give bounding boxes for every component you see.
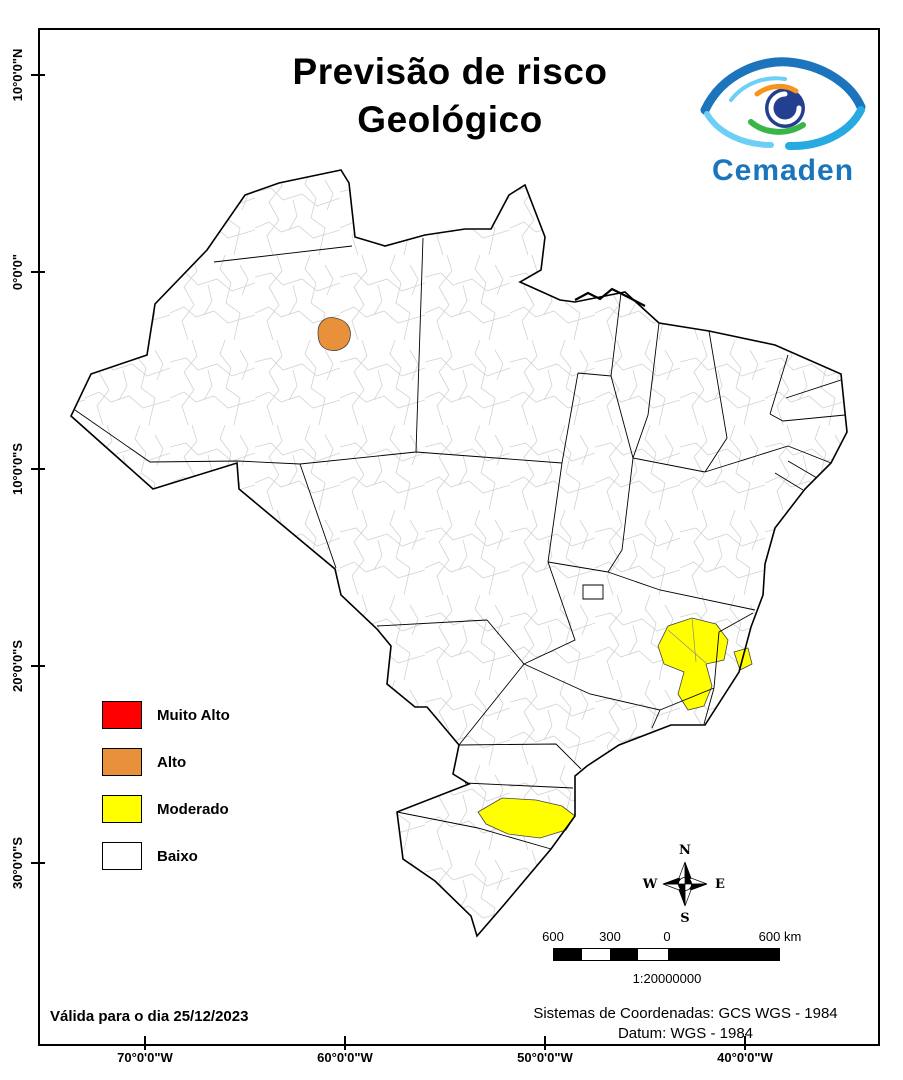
- lon-tick: [144, 1036, 146, 1050]
- coordinate-system-line1: Sistemas de Coordenadas: GCS WGS - 1984: [533, 1005, 838, 1022]
- scale-segment: [610, 949, 638, 960]
- risk-highlight-north: [317, 317, 351, 351]
- legend-item-muito-alto: Muito Alto: [102, 700, 230, 730]
- latitude-label: 20°0'0"S: [10, 639, 25, 693]
- latitude-label: 0°0'0": [10, 253, 25, 291]
- longitude-label: 50°0'0"W: [517, 1050, 573, 1065]
- lon-tick: [344, 1036, 346, 1050]
- scale-segment: [582, 949, 610, 960]
- cemaden-logo: Cemaden: [692, 52, 874, 188]
- scale-label-600-km: 600 km: [758, 929, 802, 944]
- cemaden-logo-text: Cemaden: [711, 154, 855, 187]
- compass-letter-e: E: [715, 877, 725, 892]
- page-title-line2: Geológico: [357, 99, 543, 141]
- coordinate-system-text: Sistemas de Coordenadas: GCS WGS - 1984 …: [498, 1004, 873, 1045]
- lat-tick: [31, 74, 45, 76]
- scale-bar: [553, 948, 780, 961]
- cemaden-eye-icon: [700, 57, 866, 151]
- legend-label: Alto: [157, 753, 187, 771]
- coordinate-system-line2: Datum: WGS - 1984: [617, 1025, 754, 1043]
- page-title: Previsão de risco Geológico: [150, 48, 750, 144]
- legend-label: Muito Alto: [157, 706, 230, 724]
- legend-item-moderado: Moderado: [102, 794, 230, 824]
- latitude-label: 10°0'0"N: [10, 48, 25, 102]
- legend-swatch-baixo: [102, 842, 142, 870]
- risk-legend: Muito Alto Alto Moderado Baixo: [102, 700, 230, 888]
- scale-ratio: 1:20000000: [632, 971, 702, 986]
- lon-tick: [544, 1036, 546, 1050]
- legend-swatch-alto: [102, 748, 142, 776]
- scale-segment: [668, 949, 779, 960]
- legend-item-baixo: Baixo: [102, 841, 230, 871]
- lon-tick: [744, 1036, 746, 1050]
- legend-item-alto: Alto: [102, 747, 230, 777]
- lat-tick: [31, 468, 45, 470]
- north-coast-detail: [574, 287, 646, 307]
- legend-label: Baixo: [157, 847, 198, 865]
- page-title-line1: Previsão de risco: [292, 51, 608, 92]
- longitude-label: 60°0'0"W: [317, 1050, 373, 1065]
- scale-label-0: 0: [663, 929, 671, 944]
- scale-segment: [554, 949, 582, 960]
- compass-letter-s: S: [680, 911, 689, 926]
- lat-tick: [31, 665, 45, 667]
- latitude-label: 10°0'0"S: [10, 442, 25, 496]
- validity-text: Válida para o dia 25/12/2023: [50, 1008, 249, 1025]
- state-borders: [74, 237, 846, 850]
- scale-label-300: 300: [599, 929, 621, 944]
- latitude-label: 30°0'0"S: [10, 836, 25, 890]
- longitude-label: 40°0'0"W: [717, 1050, 773, 1065]
- lat-tick: [31, 862, 45, 864]
- scale-label-600-left: 600: [542, 929, 564, 944]
- longitude-label: 70°0'0"W: [117, 1050, 173, 1065]
- map-frame: [38, 28, 880, 1046]
- risk-highlight-inner-borders: [667, 617, 707, 664]
- lat-tick: [31, 271, 45, 273]
- compass-letter-n: N: [679, 843, 691, 858]
- compass-letter-w: W: [642, 877, 658, 892]
- legend-label: Moderado: [157, 800, 229, 818]
- north-arrow-icon: N E S W: [642, 843, 725, 926]
- brazil-outline: [70, 169, 848, 938]
- legend-swatch-moderado: [102, 795, 142, 823]
- risk-highlight-southeast: [657, 617, 729, 711]
- legend-swatch-muito-alto: [102, 701, 142, 729]
- scale-segment: [638, 949, 668, 960]
